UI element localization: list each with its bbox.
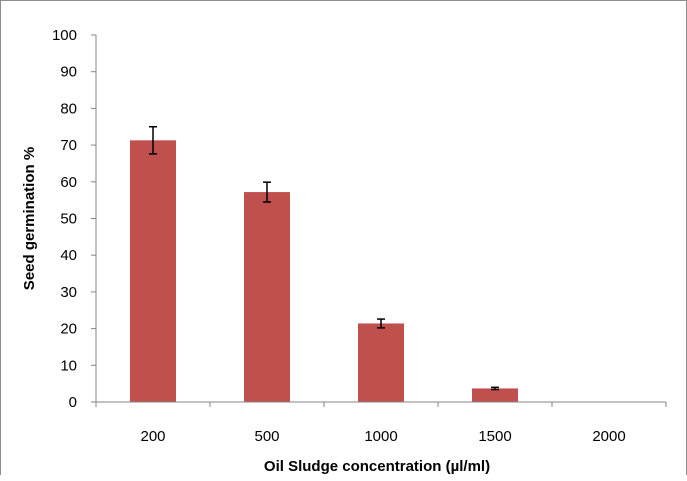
y-tick-label: 10: [60, 357, 77, 374]
bar: [472, 388, 518, 402]
x-axis-ticks: 200 500 1000 1500 2000: [95, 402, 667, 445]
y-tick-label: 40: [60, 247, 77, 264]
y-tick-label: 0: [69, 394, 77, 411]
error-bars: [149, 126, 499, 391]
y-tick-label: 80: [60, 100, 77, 117]
x-tick-label: 200: [140, 428, 165, 445]
y-tick-label: 70: [60, 137, 77, 154]
y-tick-label: 30: [60, 284, 77, 301]
bar: [244, 192, 290, 402]
y-tick-label: 50: [60, 211, 77, 228]
y-axis-ticks: 0 10 20 30 40 50 60 70 80 90 100: [52, 27, 96, 411]
bar: [358, 323, 404, 402]
x-tick-label: 1000: [364, 428, 397, 445]
y-tick-label: 20: [60, 321, 77, 338]
y-tick-label: 90: [60, 64, 77, 81]
bars: [130, 140, 518, 403]
y-tick-label: 60: [60, 174, 77, 191]
y-axis-title: Seed germination %: [21, 147, 38, 290]
bar: [130, 140, 176, 403]
x-axis-title: Oil Sludge concentration (µl/ml): [264, 458, 490, 475]
x-tick-label: 500: [254, 428, 279, 445]
x-tick-label: 1500: [478, 428, 511, 445]
y-tick-label: 100: [52, 27, 77, 44]
x-tick-label: 2000: [592, 428, 625, 445]
